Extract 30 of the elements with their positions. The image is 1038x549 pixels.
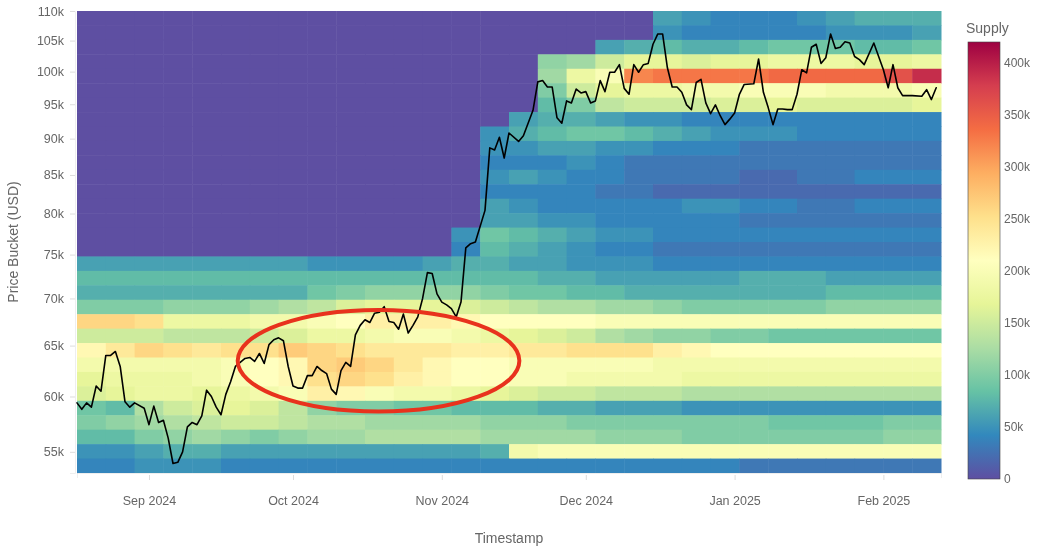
y-tick-label: 70k <box>43 291 65 306</box>
color-bar-label: 300k <box>1004 160 1032 175</box>
y-tick-label: 100k <box>36 65 65 80</box>
y-tick-label: 105k <box>36 34 65 49</box>
color-bar-label: 350k <box>1004 108 1032 123</box>
color-bar-label: 200k <box>1004 264 1032 279</box>
y-tick-label: 95k <box>43 97 65 112</box>
color-bar-label: 100k <box>1004 368 1032 383</box>
x-tick-label: Dec 2024 <box>559 493 614 508</box>
x-tick-label: Feb 2025 <box>857 493 911 508</box>
x-axis-title: Timestamp <box>474 530 544 546</box>
color-bar-label: 150k <box>1004 316 1032 331</box>
y-tick-label: 75k <box>43 248 65 263</box>
y-tick-label: 60k <box>43 390 65 404</box>
x-tick-label: Jan 2025 <box>709 493 761 508</box>
y-tick-label: 110k <box>37 4 65 19</box>
color-bar-label: 50k <box>1004 420 1025 435</box>
color-bar-label: 400k <box>1004 56 1032 71</box>
color-bar-label: 250k <box>1004 212 1032 227</box>
y-tick-label: 65k <box>43 339 65 354</box>
color-bar-title: Supply <box>966 20 1009 36</box>
y-tick-label: 55k <box>43 445 65 460</box>
x-tick-label: Sep 2024 <box>122 493 177 508</box>
y-axis-title: Price Bucket (USD) <box>5 181 21 303</box>
y-tick-label: 80k <box>43 207 65 222</box>
y-tick-label: 90k <box>43 132 65 147</box>
x-tick-label: Nov 2024 <box>415 493 470 508</box>
y-tick-label: 85k <box>43 168 65 183</box>
x-tick-label: Oct 2024 <box>268 493 319 508</box>
color-bar-label: 0 <box>1004 472 1011 487</box>
